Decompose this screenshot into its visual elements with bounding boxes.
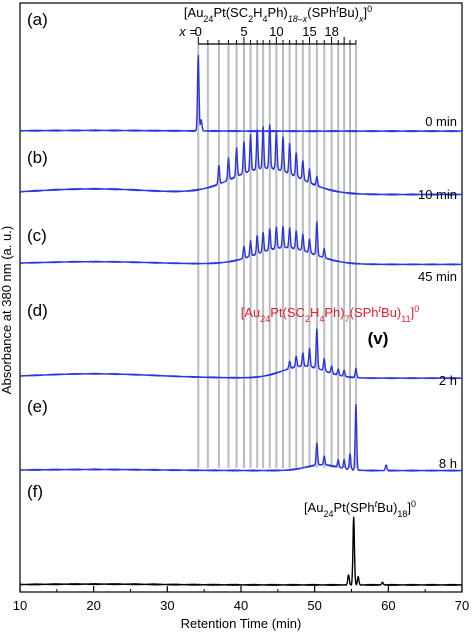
panel-label-1: (b) — [27, 148, 48, 167]
panel-label-0: (a) — [27, 10, 48, 29]
red-formula: [Au24Pt(SC2H4Ph)7(SPhtBu)11]0 — [241, 304, 420, 324]
trace-5 — [19, 516, 463, 587]
traces — [19, 54, 463, 587]
x-tick-label-4: 50 — [307, 598, 321, 613]
x-scale-label: x = — [178, 24, 197, 39]
black-formula: [Au24Pt(SPhtBu)18]0 — [304, 499, 416, 519]
x-axis-label: Retention Time (min) — [181, 616, 302, 631]
x-axis: 10 20 30 40 50 60 70 — [13, 586, 469, 613]
x-tick-label-5: 60 — [381, 598, 395, 613]
panel-time-1: 10 min — [418, 187, 457, 202]
trace-4 — [19, 404, 463, 472]
x-scale-tick-label-3: 15 — [302, 24, 316, 39]
panel-time-3: 2 h — [439, 373, 457, 388]
y-axis-label: Absorbance at 380 nm (a. u.) — [0, 226, 14, 394]
panel-label-2: (c) — [27, 226, 47, 245]
red-formula-mark: (v) — [368, 329, 389, 348]
trace-2 — [19, 221, 463, 266]
top-formula: [Au24Pt(SC2H4Ph)18–x(SPhtBu)x]0 — [184, 4, 372, 24]
guide-lines — [197, 44, 357, 468]
x-tick-label-2: 30 — [160, 598, 174, 613]
x-scale-tick-label-1: 5 — [240, 24, 247, 39]
x-tick-label-0: 10 — [13, 598, 27, 613]
trace-0 — [19, 54, 463, 133]
panel-label-4: (e) — [27, 397, 48, 416]
x-scale: 0 5 10 15 18 — [195, 24, 357, 45]
x-scale-tick-label-4: 18 — [324, 24, 338, 39]
trace-3 — [19, 328, 463, 380]
panel-label-3: (d) — [27, 301, 48, 320]
panel-time-2: 45 min — [418, 269, 457, 284]
panel-time-4: 8 h — [439, 456, 457, 471]
x-scale-tick-label-2: 10 — [269, 24, 283, 39]
panel-time-0: 0 min — [425, 114, 457, 129]
panel-label-5: (f) — [27, 482, 43, 501]
x-scale-tick-label-0: 0 — [195, 24, 202, 39]
x-tick-label-1: 20 — [86, 598, 100, 613]
trace-1 — [19, 124, 463, 196]
x-tick-label-3: 40 — [234, 598, 248, 613]
x-tick-label-6: 70 — [455, 598, 469, 613]
panel-labels: (a) 0 min (b) 10 min (c) 45 min (d) 2 h (e) 8 h (f… — [27, 10, 457, 501]
